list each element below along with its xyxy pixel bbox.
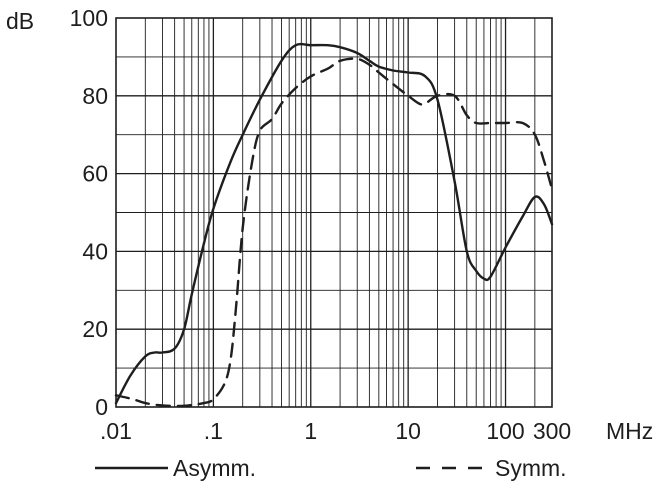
x-unit-label: MHz [606,418,653,444]
series-line-symm [114,57,554,408]
legend-label: Symm. [495,455,567,481]
x-tick-label: .01 [100,418,132,444]
chart-series [114,42,554,408]
x-tick-label: .1 [204,418,223,444]
y-tick-label: 60 [82,161,108,187]
legend-label: Asymm. [173,455,256,481]
y-tick-label: 80 [82,83,108,109]
x-tick-label: 10 [395,418,421,444]
chart-legend: Asymm. Symm. [95,455,567,481]
y-tick-label: 20 [82,316,108,342]
y-tick-label: 0 [95,394,108,420]
y-tick-label: 40 [82,238,108,264]
plot-frame [115,17,553,408]
y-tick-label: 100 [70,5,108,31]
x-tick-label: 300 [533,418,571,444]
y-unit-label: dB [6,8,34,34]
y-tick-labels: 0 20 40 60 80 100 [70,5,108,420]
series-line-asymm [114,42,554,405]
x-tick-label: 100 [486,418,524,444]
chart-grid [116,18,552,407]
x-tick-label: 1 [304,418,317,444]
x-tick-labels: .01 .1 1 10 100 300 [100,418,571,444]
